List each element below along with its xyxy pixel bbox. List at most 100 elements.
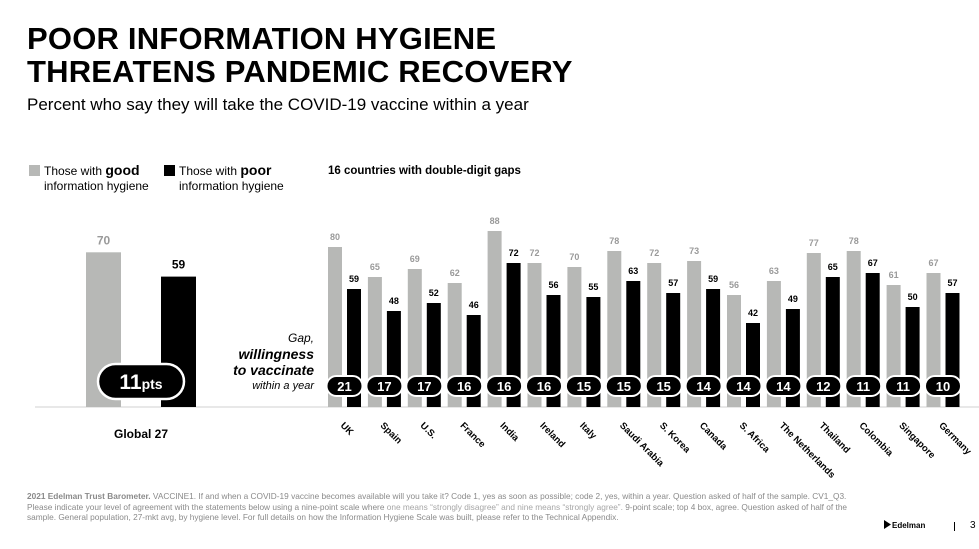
gap-value-ireland: 16 (537, 379, 551, 394)
gap-pill-ireland (525, 375, 563, 397)
value-good-s-korea: 72 (649, 248, 659, 258)
gap-pill-germany (924, 375, 962, 397)
gap-value-singapore: 11 (896, 379, 910, 394)
gap-value-france: 16 (457, 379, 471, 394)
legend-good-prefix: Those with (44, 164, 106, 178)
gap-value-the-netherlands: 14 (776, 379, 791, 394)
value-poor-spain: 48 (389, 296, 399, 306)
footnote-text-1: VACCINE1. If and when a COVID-19 vaccine… (27, 491, 847, 512)
category-label-france: France (458, 420, 488, 450)
footnote-text-3: 9-point scale; top 4 box, agree. Questio… (27, 501, 848, 523)
category-label-uk: UK (338, 420, 356, 438)
value-good-s-africa: 56 (729, 280, 739, 290)
gap-label-line1: Gap, (287, 331, 314, 345)
value-poor-india: 72 (509, 248, 519, 258)
value-good-italy: 70 (569, 252, 579, 262)
value-good-canada: 73 (689, 246, 699, 256)
title-line-2: THREATENS PANDEMIC RECOVERY (27, 54, 573, 89)
footnote: 2021 Edelman Trust Barometer. VACCINE1. … (27, 491, 857, 523)
value-good-thailand: 77 (809, 238, 819, 248)
value-poor-thailand: 65 (828, 262, 838, 272)
gap-pill-singapore (884, 375, 923, 397)
value-poor-france: 46 (469, 300, 479, 310)
legend-poor-line2: information hygiene (179, 179, 284, 193)
value-poor-saudi-arabia: 63 (628, 266, 638, 276)
bar-poor-colombia (865, 273, 880, 407)
bar-good-ireland (527, 263, 542, 407)
global-gap-pill (96, 362, 186, 401)
category-label-singapore: Singapore (896, 420, 937, 461)
legend-good-bold: good (105, 162, 140, 178)
footnote-source: 2021 Edelman Trust Barometer. (27, 491, 151, 501)
gap-label-line2: willingness (238, 346, 314, 362)
category-label-s-korea: S. Korea (657, 420, 693, 456)
gap-value-india: 16 (497, 379, 511, 394)
category-label-india: India (497, 420, 521, 444)
page-subtitle: Percent who say they will take the COVID… (27, 95, 529, 114)
global-gap-value: 11pts (119, 371, 162, 394)
category-label-u-s: U.S. (418, 420, 439, 441)
gap-pill-uk (325, 375, 364, 397)
legend-good-line2: information hygiene (44, 179, 149, 193)
gap-value-germany: 10 (936, 379, 950, 394)
footer-divider (954, 522, 955, 531)
value-good-spain: 65 (370, 262, 380, 272)
bar-good-uk (328, 247, 342, 407)
legend-poor-prefix: Those with (179, 164, 241, 178)
value-good-saudi-arabia: 78 (609, 236, 619, 246)
gap-pill-colombia (844, 375, 883, 397)
value-good-singapore: 61 (889, 270, 899, 280)
value-poor-u-s: 52 (429, 288, 439, 298)
gap-value-spain: 17 (377, 379, 391, 394)
gap-pill-canada (684, 375, 723, 397)
gap-value-u-s: 17 (417, 379, 431, 394)
value-poor-italy: 55 (588, 282, 598, 292)
bar-good-saudi-arabia (607, 251, 622, 407)
bar-good-spain (367, 277, 382, 407)
legend-good-text: Those with good information hygiene (44, 163, 149, 194)
title-line-1: POOR INFORMATION HYGIENE (27, 21, 497, 56)
gap-value-canada: 14 (696, 379, 711, 394)
value-poor-colombia: 67 (868, 258, 878, 268)
edelman-logo-text: Edelman (892, 521, 926, 530)
value-good-ireland: 72 (529, 248, 539, 258)
category-label-s-africa: S. Africa (737, 420, 772, 455)
gap-axis-label: Gap, willingness to vaccinate within a y… (233, 330, 314, 394)
gap-pill-u-s (405, 375, 444, 397)
category-label-ireland: Ireland (537, 420, 567, 450)
category-label-germany: Germany (936, 420, 973, 457)
gap-pill-s-korea (644, 375, 683, 397)
value-good-india: 88 (490, 216, 500, 226)
bar-good-canada (687, 261, 702, 407)
value-good-the-netherlands: 63 (769, 266, 779, 276)
bar-poor-india (506, 263, 521, 407)
gap-value-italy: 15 (577, 379, 591, 394)
gap-pill-s-africa (724, 375, 763, 397)
bar-good-colombia (846, 251, 861, 407)
global-poor-value: 59 (172, 258, 186, 272)
bar-poor-thailand (825, 277, 840, 407)
bar-good-thailand (806, 253, 821, 407)
value-poor-s-korea: 57 (668, 278, 678, 288)
bar-good-u-s (407, 269, 422, 407)
gap-pill-thailand (804, 375, 843, 397)
edelman-logo-icon (884, 520, 891, 529)
value-poor-s-africa: 42 (748, 308, 758, 318)
gap-pill-india (485, 375, 524, 397)
legend-poor-text: Those with poor information hygiene (179, 163, 284, 194)
category-label-canada: Canada (697, 420, 730, 453)
value-poor-the-netherlands: 49 (788, 294, 798, 304)
value-good-u-s: 69 (410, 254, 420, 264)
gap-value-s-korea: 15 (656, 379, 670, 394)
gap-label-line4: within a year (252, 380, 314, 392)
value-good-colombia: 78 (849, 236, 859, 246)
gap-label-line3: to vaccinate (233, 362, 314, 378)
value-poor-canada: 59 (708, 274, 718, 284)
bar-good-india (487, 231, 502, 407)
category-label-colombia: Colombia (857, 420, 896, 459)
legend-poor-bold: poor (240, 162, 272, 178)
global-good-value: 70 (97, 233, 111, 247)
bar-good-s-korea (647, 263, 662, 407)
page-number: 3 (970, 520, 976, 531)
